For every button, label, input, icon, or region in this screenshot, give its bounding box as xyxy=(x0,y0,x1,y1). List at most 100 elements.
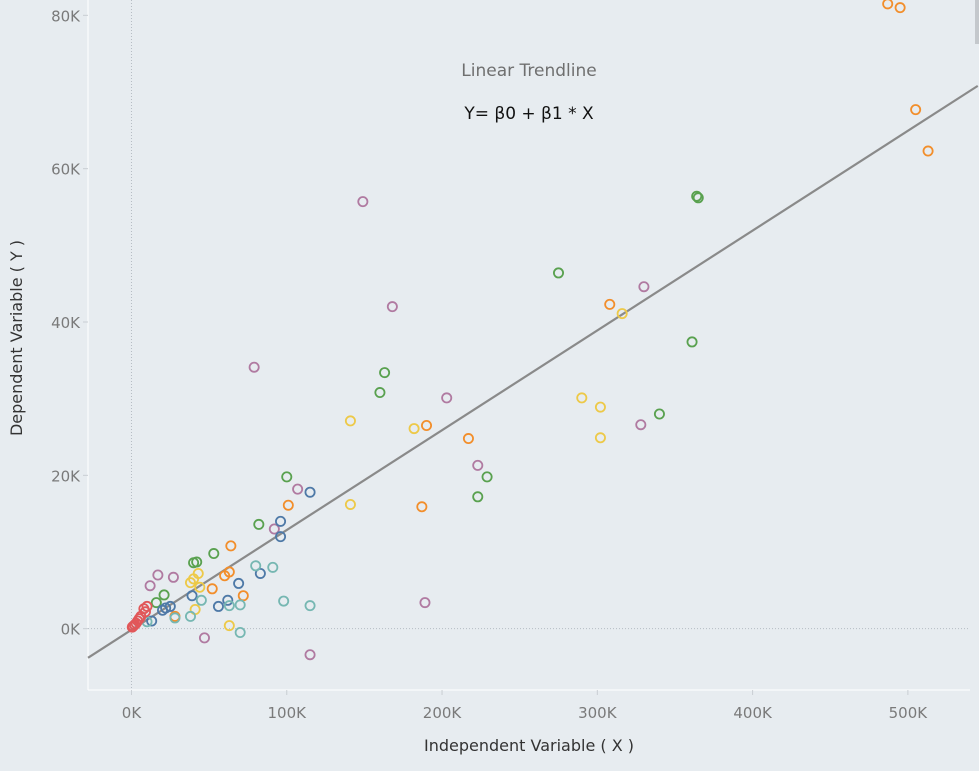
data-point xyxy=(686,336,698,348)
data-point xyxy=(250,560,262,572)
data-point xyxy=(194,581,206,593)
data-point xyxy=(304,600,316,612)
data-point xyxy=(691,190,703,202)
series-5 xyxy=(146,486,316,627)
series-7 xyxy=(126,600,153,633)
trendline-equation: Y= β0 + β1 * X xyxy=(463,104,594,124)
data-point xyxy=(408,423,420,435)
data-point xyxy=(234,599,246,611)
data-point xyxy=(594,432,606,444)
data-point xyxy=(237,590,249,602)
data-point xyxy=(416,501,428,513)
series-6 xyxy=(141,560,316,639)
data-point xyxy=(212,600,224,612)
data-point xyxy=(167,571,179,583)
data-point xyxy=(692,192,704,204)
data-point xyxy=(304,486,316,498)
data-point xyxy=(267,561,279,573)
data-point xyxy=(419,597,431,609)
data-point xyxy=(421,419,433,431)
data-point xyxy=(233,577,245,589)
data-point xyxy=(594,401,606,413)
data-point xyxy=(472,491,484,503)
series-4 xyxy=(184,308,628,632)
data-point xyxy=(638,281,650,293)
data-point xyxy=(922,145,934,157)
data-point xyxy=(223,620,235,632)
annotation-title: Linear Trendline xyxy=(461,61,596,81)
data-point xyxy=(198,632,210,644)
data-point xyxy=(169,612,181,624)
data-point xyxy=(604,298,616,310)
data-point xyxy=(150,597,162,609)
data-point xyxy=(292,483,304,495)
data-point xyxy=(374,387,386,399)
y-tick-label: 60K xyxy=(51,161,81,179)
data-point xyxy=(129,619,141,631)
data-point xyxy=(208,548,220,560)
series-3 xyxy=(144,196,650,661)
data-point xyxy=(635,419,647,431)
data-point xyxy=(278,595,290,607)
data-point xyxy=(253,518,265,530)
data-point xyxy=(219,570,231,582)
y-tick-label: 0K xyxy=(61,621,82,639)
series-1 xyxy=(169,0,934,622)
data-point xyxy=(894,2,906,14)
x-tick-label: 400K xyxy=(733,704,773,722)
data-point xyxy=(126,621,138,633)
x-tick-label: 300K xyxy=(578,704,618,722)
data-point xyxy=(234,627,246,639)
data-point xyxy=(653,408,665,420)
data-point xyxy=(157,604,169,616)
data-point xyxy=(616,308,628,320)
data-point xyxy=(222,594,234,606)
series-2 xyxy=(150,190,704,609)
data-point xyxy=(576,392,588,404)
trendline xyxy=(87,84,979,659)
data-point xyxy=(481,471,493,483)
x-tick-label: 0K xyxy=(122,704,143,722)
data-point xyxy=(304,649,316,661)
y-tick-label: 20K xyxy=(51,467,81,485)
data-point xyxy=(146,615,158,627)
data-point xyxy=(206,583,218,595)
data-point xyxy=(268,523,280,535)
data-point xyxy=(282,499,294,511)
data-point xyxy=(158,589,170,601)
x-tick-label: 100K xyxy=(268,704,308,722)
y-axis-title: Dependent Variable ( Y ) xyxy=(7,240,26,436)
data-point xyxy=(553,267,565,279)
data-point xyxy=(344,498,356,510)
y-tick-label: 40K xyxy=(51,314,81,332)
data-point xyxy=(225,540,237,552)
data-point xyxy=(379,367,391,379)
data-point xyxy=(281,471,293,483)
data-point xyxy=(186,590,198,602)
data-point xyxy=(472,459,484,471)
data-point xyxy=(184,577,196,589)
data-point xyxy=(152,569,164,581)
data-point xyxy=(275,531,287,543)
x-tick-label: 200K xyxy=(423,704,463,722)
data-point xyxy=(141,600,153,612)
vertical-scrollbar[interactable] xyxy=(975,0,979,44)
data-point xyxy=(188,557,200,569)
data-point xyxy=(223,600,235,612)
data-point xyxy=(195,594,207,606)
data-point xyxy=(248,361,260,373)
data-point xyxy=(254,567,266,579)
x-tick-label: 500K xyxy=(889,704,929,722)
data-point xyxy=(160,602,172,614)
data-point xyxy=(441,392,453,404)
x-axis-title: Independent Variable ( X ) xyxy=(424,736,634,755)
data-point xyxy=(184,610,196,622)
data-point xyxy=(357,196,369,208)
data-point xyxy=(344,415,356,427)
y-tick-label: 80K xyxy=(51,7,81,25)
data-point xyxy=(462,433,474,445)
data-point xyxy=(386,301,398,313)
data-point xyxy=(275,515,287,527)
